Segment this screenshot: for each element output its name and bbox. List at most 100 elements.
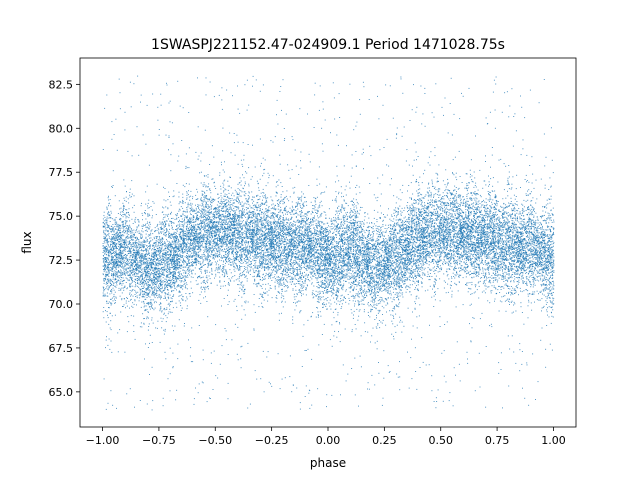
data-point [114, 302, 115, 304]
data-point [370, 251, 372, 253]
data-point [472, 203, 474, 205]
data-point [525, 250, 526, 252]
data-point [495, 257, 497, 259]
data-point [173, 290, 175, 292]
data-point [121, 271, 123, 273]
data-point [430, 262, 432, 263]
data-point [216, 248, 218, 250]
data-point [361, 221, 363, 223]
data-point [498, 310, 500, 312]
data-point [544, 248, 546, 250]
data-point [474, 206, 476, 208]
data-point [465, 260, 467, 262]
data-point [195, 280, 197, 282]
data-point [118, 230, 120, 232]
data-point [386, 271, 388, 273]
data-point [259, 230, 261, 232]
data-point [414, 347, 416, 349]
data-point [136, 231, 138, 233]
data-point [223, 261, 225, 263]
data-point [395, 246, 397, 248]
data-point [208, 264, 210, 266]
data-point [465, 284, 467, 285]
data-point [161, 248, 163, 250]
data-point [110, 266, 112, 268]
data-point [198, 211, 200, 213]
data-point [322, 296, 324, 298]
data-point [313, 264, 315, 266]
data-point [461, 92, 462, 94]
data-point [493, 224, 495, 226]
data-point [219, 172, 221, 174]
data-point [439, 278, 441, 280]
data-point [515, 362, 517, 364]
data-point [277, 222, 279, 224]
data-point [415, 278, 417, 280]
data-point [541, 233, 543, 235]
data-point [539, 275, 541, 277]
data-point [383, 239, 385, 241]
data-point [302, 219, 304, 221]
data-point [373, 302, 375, 304]
data-point [115, 296, 117, 298]
data-point [168, 102, 170, 104]
data-point [160, 228, 162, 230]
data-point [290, 235, 292, 237]
data-point [259, 90, 261, 92]
data-point [137, 279, 139, 281]
data-point [519, 263, 520, 265]
data-point [244, 209, 245, 211]
data-point [175, 278, 177, 280]
data-point [375, 308, 377, 310]
data-point [515, 310, 517, 312]
data-point [300, 151, 302, 153]
data-point [314, 200, 316, 202]
data-point [484, 201, 486, 203]
data-point [166, 228, 168, 230]
data-point [378, 229, 380, 231]
data-point [402, 220, 404, 222]
data-point [129, 194, 131, 196]
data-point [302, 290, 304, 291]
data-point [266, 229, 268, 230]
data-point [243, 191, 245, 193]
data-point [405, 241, 407, 243]
data-point [540, 277, 542, 279]
data-point [449, 199, 451, 201]
data-point [126, 220, 128, 222]
data-point [241, 263, 243, 264]
data-point [314, 82, 316, 84]
data-point [517, 277, 519, 279]
data-point [236, 310, 238, 312]
data-point [448, 214, 450, 216]
data-point [410, 211, 411, 213]
data-point [112, 185, 114, 186]
data-point [267, 224, 269, 226]
data-point [451, 285, 452, 287]
data-point [448, 400, 450, 402]
data-point [129, 81, 131, 83]
data-point [553, 285, 555, 287]
data-point [411, 219, 413, 221]
data-point [214, 227, 216, 229]
data-point [189, 265, 191, 267]
data-point [505, 221, 507, 223]
data-point [141, 269, 143, 271]
data-point [124, 205, 125, 207]
data-point [145, 343, 146, 345]
data-point [376, 284, 378, 286]
data-point [406, 206, 408, 208]
data-point [494, 214, 496, 216]
data-point [486, 263, 488, 265]
data-point [368, 240, 370, 242]
data-point [115, 302, 116, 304]
data-point [366, 253, 368, 255]
data-point [294, 247, 296, 249]
data-point [144, 240, 146, 242]
data-point [274, 278, 276, 280]
data-point [162, 238, 164, 240]
data-point [435, 293, 436, 295]
data-point [151, 209, 153, 211]
data-point [287, 262, 288, 264]
data-point [188, 222, 190, 224]
